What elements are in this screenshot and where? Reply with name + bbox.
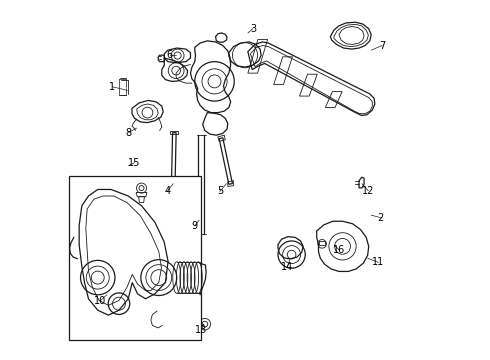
Text: 11: 11	[372, 257, 385, 267]
Text: 14: 14	[281, 262, 294, 272]
Text: 16: 16	[333, 245, 345, 255]
Text: 13: 13	[195, 325, 207, 335]
Text: 7: 7	[379, 41, 385, 50]
Text: 10: 10	[94, 296, 106, 306]
Text: 2: 2	[377, 213, 384, 222]
Bar	[69, 176, 201, 339]
Text: 1: 1	[109, 82, 115, 92]
Text: 6: 6	[167, 50, 173, 60]
Text: 5: 5	[217, 186, 223, 197]
Text: 15: 15	[128, 158, 141, 168]
Text: 8: 8	[125, 128, 131, 138]
Text: 3: 3	[250, 24, 256, 34]
Text: 4: 4	[164, 186, 170, 197]
Text: 12: 12	[362, 186, 374, 196]
Text: 9: 9	[192, 221, 198, 231]
